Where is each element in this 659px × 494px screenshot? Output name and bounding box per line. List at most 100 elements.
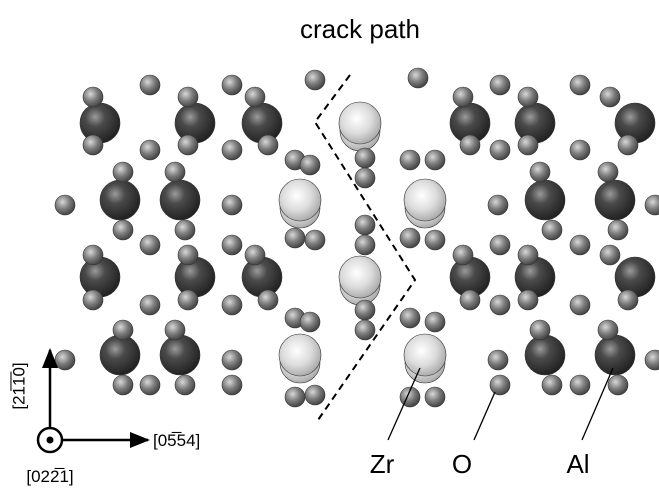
atom [525, 180, 565, 220]
atom [258, 135, 278, 155]
atom [408, 68, 428, 88]
atom [595, 180, 635, 220]
atom [140, 375, 160, 395]
atom [300, 155, 320, 175]
atom [608, 220, 628, 240]
atom [305, 230, 325, 250]
atom [400, 308, 420, 328]
atom [453, 87, 473, 107]
o-label: O [452, 449, 472, 479]
atom [570, 140, 590, 160]
atom [113, 162, 133, 182]
atom [425, 387, 445, 407]
atom [425, 312, 445, 332]
atom [355, 300, 375, 320]
atom [490, 235, 510, 255]
atom [488, 350, 508, 370]
atom [83, 290, 103, 310]
atom [618, 135, 638, 155]
atom [515, 103, 555, 143]
atom [100, 180, 140, 220]
atom [175, 220, 195, 240]
atom [598, 162, 618, 182]
atom [425, 230, 445, 250]
atom [165, 320, 185, 340]
atom [175, 257, 215, 297]
atom [55, 195, 75, 215]
atom [165, 162, 185, 182]
atom [222, 195, 242, 215]
atom [570, 375, 590, 395]
atom [515, 257, 555, 297]
atom [140, 140, 160, 160]
atom [618, 290, 638, 310]
atom [300, 312, 320, 332]
atom [83, 87, 103, 107]
atom [279, 179, 321, 221]
atom [279, 334, 321, 376]
vertical-axis-label: [21̅1̅0] [9, 362, 28, 409]
atom [178, 245, 198, 265]
atom [460, 290, 480, 310]
atom [460, 135, 480, 155]
atom [355, 148, 375, 168]
atom [175, 103, 215, 143]
atom [530, 320, 550, 340]
atom [140, 295, 160, 315]
atom [645, 195, 659, 215]
atom [242, 257, 282, 297]
atom [355, 168, 375, 188]
atom [175, 375, 195, 395]
atom [600, 87, 620, 107]
leader-line [474, 392, 495, 440]
atom [113, 220, 133, 240]
al-label: Al [566, 449, 589, 479]
atom [140, 235, 160, 255]
atom [245, 87, 265, 107]
atom [530, 162, 550, 182]
atom [113, 320, 133, 340]
atom [542, 375, 562, 395]
atom [222, 350, 242, 370]
normal-axis-label: [022̅1] [26, 467, 73, 486]
atom [355, 235, 375, 255]
atom [178, 135, 198, 155]
atom [518, 135, 538, 155]
atom [100, 335, 140, 375]
atom [285, 228, 305, 248]
atom [305, 70, 325, 90]
atom [570, 235, 590, 255]
atom [222, 140, 242, 160]
atom [615, 257, 655, 297]
atom [83, 135, 103, 155]
atom [245, 245, 265, 265]
atom [339, 102, 381, 144]
atom [80, 257, 120, 297]
atom [518, 87, 538, 107]
atom [404, 334, 446, 376]
atom [615, 103, 655, 143]
atom [518, 245, 538, 265]
atom [222, 235, 242, 255]
atom [339, 256, 381, 298]
atom [222, 75, 242, 95]
atom [425, 150, 445, 170]
atom [222, 295, 242, 315]
horizontal-axis-label: [05̅54] [153, 431, 200, 450]
atom [490, 75, 510, 95]
crack-path-label: crack path [300, 14, 420, 44]
zr-label: Zr [370, 449, 395, 479]
atom [55, 350, 75, 370]
atom [453, 245, 473, 265]
atom [608, 375, 628, 395]
atom [160, 335, 200, 375]
atom [400, 228, 420, 248]
atom [400, 150, 420, 170]
atom [355, 215, 375, 235]
atom [178, 290, 198, 310]
atoms [55, 68, 659, 407]
atom [598, 320, 618, 340]
atom [525, 335, 565, 375]
atom [570, 295, 590, 315]
atom [488, 195, 508, 215]
